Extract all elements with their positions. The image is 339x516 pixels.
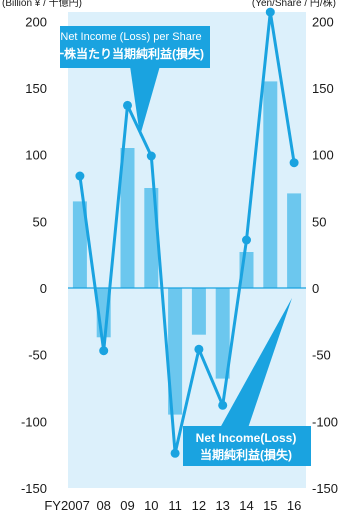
left-axis-ticks: 200 150 100 50 0 -50 -100 -150 — [21, 14, 47, 496]
left-tick-label-3: 50 — [33, 214, 47, 229]
category-label-9: 16 — [287, 498, 301, 513]
left-tick-label-0: 200 — [25, 14, 47, 29]
line-point-0 — [75, 171, 85, 181]
category-label-5: 12 — [192, 498, 206, 513]
net-income-callout-line2: 当期純利益(損失) — [200, 447, 292, 462]
category-label-1: 08 — [96, 498, 110, 513]
category-label-0: FY2007 — [44, 498, 90, 513]
per-share-line-series — [75, 7, 299, 458]
right-tick-label-3: 50 — [312, 214, 326, 229]
bar-9 — [287, 193, 302, 288]
left-tick-label-5: -50 — [28, 348, 47, 363]
right-tick-label-2: 100 — [312, 148, 334, 163]
right-tick-label-4: 0 — [312, 281, 319, 296]
line-point-9 — [289, 158, 299, 168]
per-share-callout: Net Income (Loss) per Share 一株当たり当期純利益(損… — [52, 26, 210, 136]
category-label-8: 15 — [263, 498, 277, 513]
x-axis-categories: FY2007 08 09 10 11 12 13 14 15 16 — [44, 498, 301, 513]
per-share-callout-line1: Net Income (Loss) per Share — [60, 31, 201, 43]
right-tick-label-6: -100 — [312, 414, 338, 429]
category-label-4: 11 — [168, 498, 182, 513]
left-tick-label-6: -100 — [21, 414, 47, 429]
category-label-6: 13 — [215, 498, 229, 513]
bar-8 — [263, 81, 278, 289]
left-tick-label-7: -150 — [21, 481, 47, 496]
line-point-7 — [242, 235, 251, 245]
line-point-1 — [99, 346, 109, 356]
left-tick-label-1: 150 — [25, 81, 47, 96]
bar-4 — [168, 288, 183, 415]
left-unit-label: (Billion ¥ / 十億円) — [2, 0, 82, 9]
per-share-callout-line2: 一株当たり当期純利益(損失) — [52, 46, 204, 61]
line-point-2 — [123, 100, 132, 110]
line-point-8 — [265, 7, 275, 17]
net-income-callout-line1: Net Income(Loss) — [196, 431, 297, 445]
category-label-3: 10 — [144, 498, 158, 513]
left-tick-label-2: 100 — [25, 148, 47, 163]
bar-0 — [72, 201, 87, 288]
category-label-2: 09 — [120, 498, 134, 513]
left-tick-label-4: 0 — [40, 281, 47, 296]
right-axis-ticks: 200 150 100 50 0 -50 -100 -150 — [312, 14, 338, 496]
category-label-7: 14 — [239, 498, 253, 513]
line-point-5 — [194, 344, 204, 354]
net-income-callout: Net Income(Loss) 当期純利益(損失) — [183, 298, 311, 466]
line-point-3 — [146, 151, 156, 161]
net-income-callout-pointer — [220, 298, 292, 428]
per-share-line — [78, 10, 296, 455]
bar-series — [72, 81, 302, 415]
bar-6 — [215, 288, 230, 379]
right-tick-label-1: 150 — [312, 81, 334, 96]
right-unit-label: (Yen/Share / 円/株) — [252, 0, 336, 9]
bar-2 — [120, 148, 135, 288]
right-tick-label-0: 200 — [312, 14, 334, 29]
per-share-callout-pointer — [130, 66, 160, 136]
right-tick-label-5: -50 — [312, 348, 331, 363]
line-point-4 — [170, 448, 180, 458]
line-point-6 — [218, 400, 228, 410]
net-income-callout-box — [183, 426, 311, 466]
per-share-callout-box — [60, 26, 210, 68]
bar-5 — [191, 288, 206, 335]
right-tick-label-7: -150 — [312, 481, 338, 496]
